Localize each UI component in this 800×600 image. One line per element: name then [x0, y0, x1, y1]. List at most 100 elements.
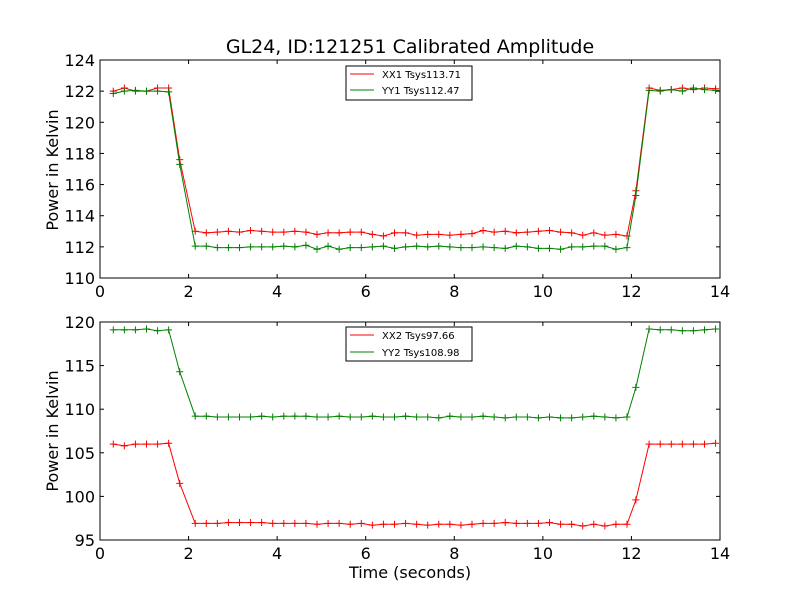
data-point [391, 520, 398, 528]
data-point [165, 88, 173, 96]
data-point [165, 326, 173, 334]
data-point [424, 413, 432, 421]
data-point [557, 414, 565, 422]
data-point [291, 519, 299, 527]
data-point [590, 412, 598, 420]
data-point [546, 413, 553, 421]
data-point [357, 413, 365, 421]
x-tick-label: 6 [361, 282, 371, 301]
data-point [379, 520, 387, 528]
data-point [446, 243, 454, 251]
data-point [435, 242, 443, 250]
data-point [313, 520, 321, 528]
x-tick-label: 8 [449, 282, 459, 301]
data-point [601, 522, 609, 530]
y-tick-label: 120 [64, 113, 95, 132]
data-point [479, 243, 487, 251]
data-point [546, 244, 553, 252]
data-point [236, 244, 243, 252]
data-point [546, 227, 553, 235]
data-point [612, 414, 620, 422]
data-point [280, 519, 288, 527]
data-point [435, 414, 443, 422]
data-point [291, 227, 299, 235]
x-tick-label: 10 [533, 544, 553, 563]
y-tick-label: 114 [64, 207, 95, 226]
data-point [346, 228, 354, 236]
data-point [512, 519, 520, 527]
data-point [568, 520, 576, 528]
plot-area: 0 2 4 6 8 10 12 14 110 112 114 116 118 120 122 124 [64, 51, 730, 301]
data-point [346, 244, 354, 252]
data-point [446, 231, 454, 239]
data-point [468, 413, 476, 421]
data-point [402, 519, 410, 527]
y-tick-label: 118 [64, 144, 95, 163]
data-point [213, 519, 221, 527]
data-point [120, 326, 128, 334]
data-point [490, 519, 498, 527]
chart-top: GL24, ID:121251 Calibrated Amplitude Pow… [43, 36, 730, 301]
data-point [689, 327, 697, 335]
data-point [557, 245, 565, 253]
data-point [479, 227, 487, 235]
data-point [258, 227, 266, 235]
data-point [579, 243, 587, 251]
data-point [143, 325, 150, 333]
data-point [656, 326, 664, 334]
data-point [176, 479, 184, 487]
data-point [612, 520, 620, 528]
data-point [435, 230, 443, 238]
data-point [258, 412, 266, 420]
data-point [601, 413, 609, 421]
x-tick-label: 0 [95, 282, 105, 301]
data-point [302, 228, 310, 236]
data-point [457, 521, 465, 529]
data-point [490, 244, 498, 252]
data-point [154, 327, 162, 335]
data-point [291, 243, 299, 251]
data-point [379, 413, 387, 421]
data-point [213, 413, 221, 421]
data-point [623, 520, 631, 528]
data-point [131, 326, 139, 334]
legend-box [345, 65, 473, 101]
y-tick-label: 105 [64, 444, 95, 463]
data-point [236, 228, 243, 236]
plot-frame [99, 59, 721, 279]
data-point [391, 244, 398, 252]
data-point [468, 230, 476, 238]
data-point [379, 242, 387, 250]
data-point [457, 244, 465, 252]
x-tick-label: 0 [95, 544, 105, 563]
legend-box [345, 326, 473, 362]
data-point [302, 412, 310, 420]
data-point [335, 412, 343, 420]
data-point [324, 519, 332, 527]
data-point [701, 326, 708, 334]
data-point [656, 87, 664, 95]
data-point [667, 86, 675, 94]
data-point [357, 519, 365, 527]
data-point [413, 413, 421, 421]
y-tick-label: 110 [64, 400, 95, 419]
data-point [632, 383, 640, 391]
data-point [346, 520, 354, 528]
data-point [324, 413, 332, 421]
data-point [479, 412, 487, 420]
data-point [512, 242, 520, 250]
data-point [143, 440, 150, 448]
data-point [191, 519, 199, 527]
data-point [258, 243, 266, 251]
data-point [632, 496, 640, 504]
data-point [590, 229, 598, 237]
data-point [557, 520, 565, 528]
y-tick-label: 115 [64, 357, 95, 376]
x-tick-label: 12 [621, 544, 641, 563]
data-point [109, 326, 117, 334]
data-point [269, 413, 277, 421]
data-point [213, 228, 221, 236]
data-point [568, 243, 576, 251]
legend-entry-yy1: YY1 Tsys112.47 [381, 86, 460, 97]
